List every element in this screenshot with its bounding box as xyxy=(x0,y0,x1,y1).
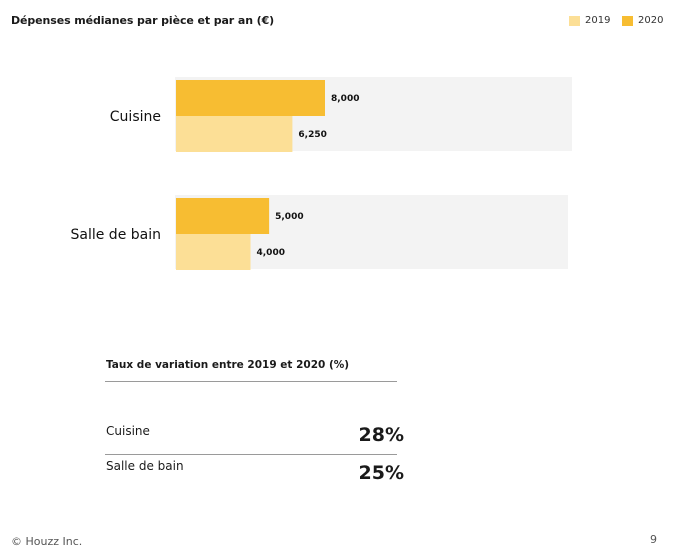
legend-2019-label: 2019 xyxy=(585,15,611,26)
legend-2020: 2020 xyxy=(622,15,663,26)
bar-salle-de-bain-2020 xyxy=(176,198,270,234)
rate-label-cuisine: Cuisine xyxy=(106,424,150,438)
bar-salle-de-bain-2019 xyxy=(176,234,251,270)
category-label-cuisine: Cuisine xyxy=(110,109,161,125)
rate-value-salle-de-bain: 25% xyxy=(358,462,404,484)
bar-cuisine-2019 xyxy=(176,116,293,152)
page-number: 9 xyxy=(650,533,657,546)
value-label-salle-de-bain-2020: 5,000 xyxy=(275,212,303,222)
legend-2020-swatch xyxy=(622,15,633,26)
rate-value-cuisine: 28% xyxy=(358,424,404,446)
category-label-salle-de-bain: Salle de bain xyxy=(71,227,162,243)
bar-chart: Cuisine 8,000 6,250 Salle de bain 5,000 4,000 xyxy=(71,77,572,270)
value-label-salle-de-bain-2019: 4,000 xyxy=(257,248,285,258)
legend-2020-label: 2020 xyxy=(638,15,664,26)
copyright: © Houzz Inc. xyxy=(11,535,83,548)
rates-row-divider xyxy=(105,454,397,455)
value-label-cuisine-2020: 8,000 xyxy=(331,94,359,104)
rates-title: Taux de variation entre 2019 et 2020 (%) xyxy=(106,359,350,371)
legend-2019-swatch xyxy=(569,15,580,26)
rates-title-divider xyxy=(105,381,397,382)
legend-2019: 2019 xyxy=(569,15,610,26)
value-label-cuisine-2019: 6,250 xyxy=(298,130,326,140)
chart-title: Dépenses médianes par pièce et par an (€… xyxy=(11,14,275,27)
rate-label-salle-de-bain: Salle de bain xyxy=(106,459,184,473)
bar-cuisine-2020 xyxy=(176,80,325,116)
